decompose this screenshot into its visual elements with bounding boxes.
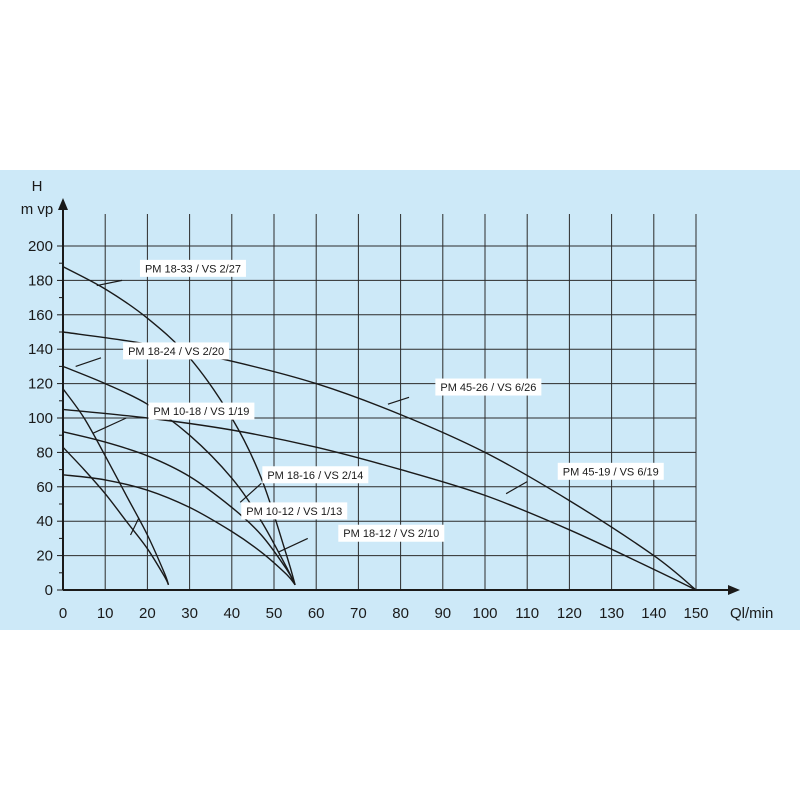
y-tick-label-80: 80	[36, 444, 53, 461]
curve-label-text-7: PM 45-19 / VS 6/19	[563, 466, 659, 478]
x-tick-label-50: 50	[266, 605, 283, 622]
curve-series-4	[62, 388, 170, 586]
y-tick-label-140: 140	[28, 341, 53, 358]
x-tick-label-60: 60	[308, 605, 325, 622]
y-tick-label-40: 40	[36, 513, 53, 530]
pump-curve-chart: 0 20 40 60 80 100 120 140 160 180 200 0 10 20 30 40 50 60…	[0, 170, 800, 630]
curve-label-box-4	[241, 502, 348, 520]
x-axis-arrow	[728, 585, 740, 595]
leader-line-2	[92, 417, 127, 435]
curve-label-text-4: PM 10-12 / VS 1/13	[246, 506, 342, 518]
x-tick-label-10: 10	[97, 605, 114, 622]
chart-panel: 0 20 40 60 80 100 120 140 160 180 200 0 10 20 30 40 50 60…	[0, 170, 800, 630]
leader-line-5	[277, 537, 309, 553]
leader-line-1	[75, 357, 102, 367]
y-tick-label-60: 60	[36, 479, 53, 496]
curve-label-box-5	[338, 524, 445, 542]
curve-label-box-6	[435, 378, 542, 396]
x-tick-label-140: 140	[641, 605, 666, 622]
y-axis-arrow	[58, 198, 68, 210]
curve-label-box-3	[262, 466, 369, 484]
curves	[62, 265, 697, 591]
curve-series-1	[62, 365, 296, 586]
x-axis-title: Ql/min	[730, 605, 773, 622]
leader-line-0	[96, 279, 123, 287]
x-tick-label-30: 30	[181, 605, 198, 622]
x-tick-label-90: 90	[434, 605, 451, 622]
curve-label-7: PM 45-19 / VS 6/19	[557, 462, 664, 480]
y-tick-label-0: 0	[45, 582, 53, 599]
y-tick-label-200: 200	[28, 238, 53, 255]
curve-label-box-0	[139, 259, 246, 277]
y-tick-label-160: 160	[28, 307, 53, 324]
curve-series-2	[62, 431, 296, 586]
curve-label-text-2: PM 10-18 / VS 1/19	[153, 406, 249, 418]
x-tick-label-130: 130	[599, 605, 624, 622]
curve-label-text-0: PM 18-33 / VS 2/27	[145, 263, 241, 275]
x-tick-label-70: 70	[350, 605, 367, 622]
axes: 0 20 40 60 80 100 120 140 160 180 200 0 10 20 30 40 50 60…	[28, 198, 740, 622]
x-tick-label-40: 40	[223, 605, 240, 622]
curve-label-text-3: PM 18-16 / VS 2/14	[267, 470, 363, 482]
curve-label-text-1: PM 18-24 / VS 2/20	[128, 346, 224, 358]
curve-series-0	[62, 265, 296, 585]
curve-label-box-1	[123, 342, 230, 360]
leader-line-6	[387, 396, 410, 405]
y-tick-label-100: 100	[28, 410, 53, 427]
curve-label-4: PM 10-12 / VS 1/13	[241, 502, 348, 520]
curve-label-3: PM 18-16 / VS 2/14	[262, 466, 369, 484]
y-tick-label-120: 120	[28, 376, 53, 393]
curve-label-box-7	[557, 462, 664, 480]
leader-line-4	[129, 517, 140, 536]
x-tick-label-150: 150	[683, 605, 708, 622]
x-tick-label-20: 20	[139, 605, 156, 622]
curve-label-box-2	[148, 402, 255, 420]
axis-titles: H m vp Ql/min	[21, 178, 774, 622]
curve-label-0: PM 18-33 / VS 2/27	[139, 259, 246, 277]
y-axis-title-line-2: m vp	[21, 201, 54, 218]
curve-label-6: PM 45-26 / VS 6/26	[435, 378, 542, 396]
curve-label-5: PM 18-12 / VS 2/10	[338, 524, 445, 542]
label-leaders	[75, 279, 528, 553]
curve-labels: PM 18-33 / VS 2/27 PM 18-24 / VS 2/20 PM 1…	[123, 259, 664, 542]
x-tick-label-100: 100	[472, 605, 497, 622]
x-tick-label-120: 120	[557, 605, 582, 622]
leader-line-7	[505, 481, 528, 495]
x-tick-label-110: 110	[515, 605, 539, 622]
curve-label-text-6: PM 45-26 / VS 6/26	[440, 382, 536, 394]
x-tick-label-80: 80	[392, 605, 409, 622]
curve-label-1: PM 18-24 / VS 2/20	[123, 342, 230, 360]
curve-label-text-5: PM 18-12 / VS 2/10	[343, 528, 439, 540]
curve-label-2: PM 10-18 / VS 1/19	[148, 402, 255, 420]
y-tick-label-180: 180	[28, 272, 53, 289]
leader-line-3	[239, 482, 262, 503]
y-tick-label-20: 20	[36, 548, 53, 565]
curve-series-5	[62, 446, 170, 586]
curve-series-3	[62, 474, 296, 586]
curve-series-7	[62, 408, 697, 591]
x-tick-label-0: 0	[59, 605, 67, 622]
y-axis-title-line-1: H	[32, 178, 43, 195]
